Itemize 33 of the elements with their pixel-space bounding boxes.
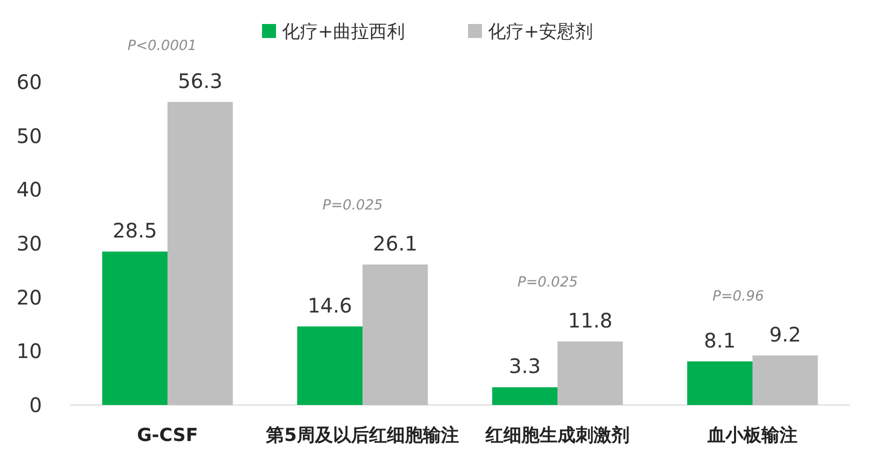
- bar: [297, 326, 362, 405]
- y-tick-label: 40: [16, 178, 42, 202]
- data-label: 11.8: [568, 308, 612, 332]
- bar: [558, 341, 623, 405]
- bar: [687, 361, 752, 405]
- x-tick-label: 红细胞生成刺激剂: [484, 425, 630, 446]
- data-label: 8.1: [704, 328, 736, 352]
- data-label: 3.3: [508, 354, 541, 378]
- y-tick-label: 20: [16, 285, 42, 310]
- y-tick-label: 10: [16, 339, 42, 364]
- annotation: P=0.96: [712, 288, 764, 304]
- data-label: 26.1: [372, 231, 418, 256]
- bar: [752, 355, 818, 405]
- data-label: 9.2: [769, 322, 802, 346]
- data-label: 14.6: [308, 293, 352, 318]
- text: P<0.0001: [128, 38, 197, 54]
- bar: [168, 102, 233, 405]
- x-tick-label: G-CSF: [136, 425, 198, 446]
- legend-label: 化疗+安慰剂: [488, 21, 594, 42]
- y-tick-label: 60: [16, 70, 42, 94]
- bar: [492, 387, 558, 405]
- bar: [362, 264, 428, 405]
- y-tick-label: 50: [16, 124, 42, 148]
- data-label: 28.5: [112, 218, 158, 243]
- annotation: P=0.025: [518, 274, 578, 290]
- x-tick-label: 血小板输注: [706, 425, 798, 446]
- annotation: P=0.025: [322, 197, 383, 214]
- x-tick-label: 第5周及以后红细胞输注: [265, 425, 459, 446]
- y-tick-label: 0: [29, 393, 42, 417]
- data-label: 56.3: [178, 68, 222, 93]
- y-tick-label: 30: [16, 232, 42, 256]
- bar: [102, 252, 168, 405]
- legend-label: 化疗+曲拉西利: [282, 21, 406, 42]
